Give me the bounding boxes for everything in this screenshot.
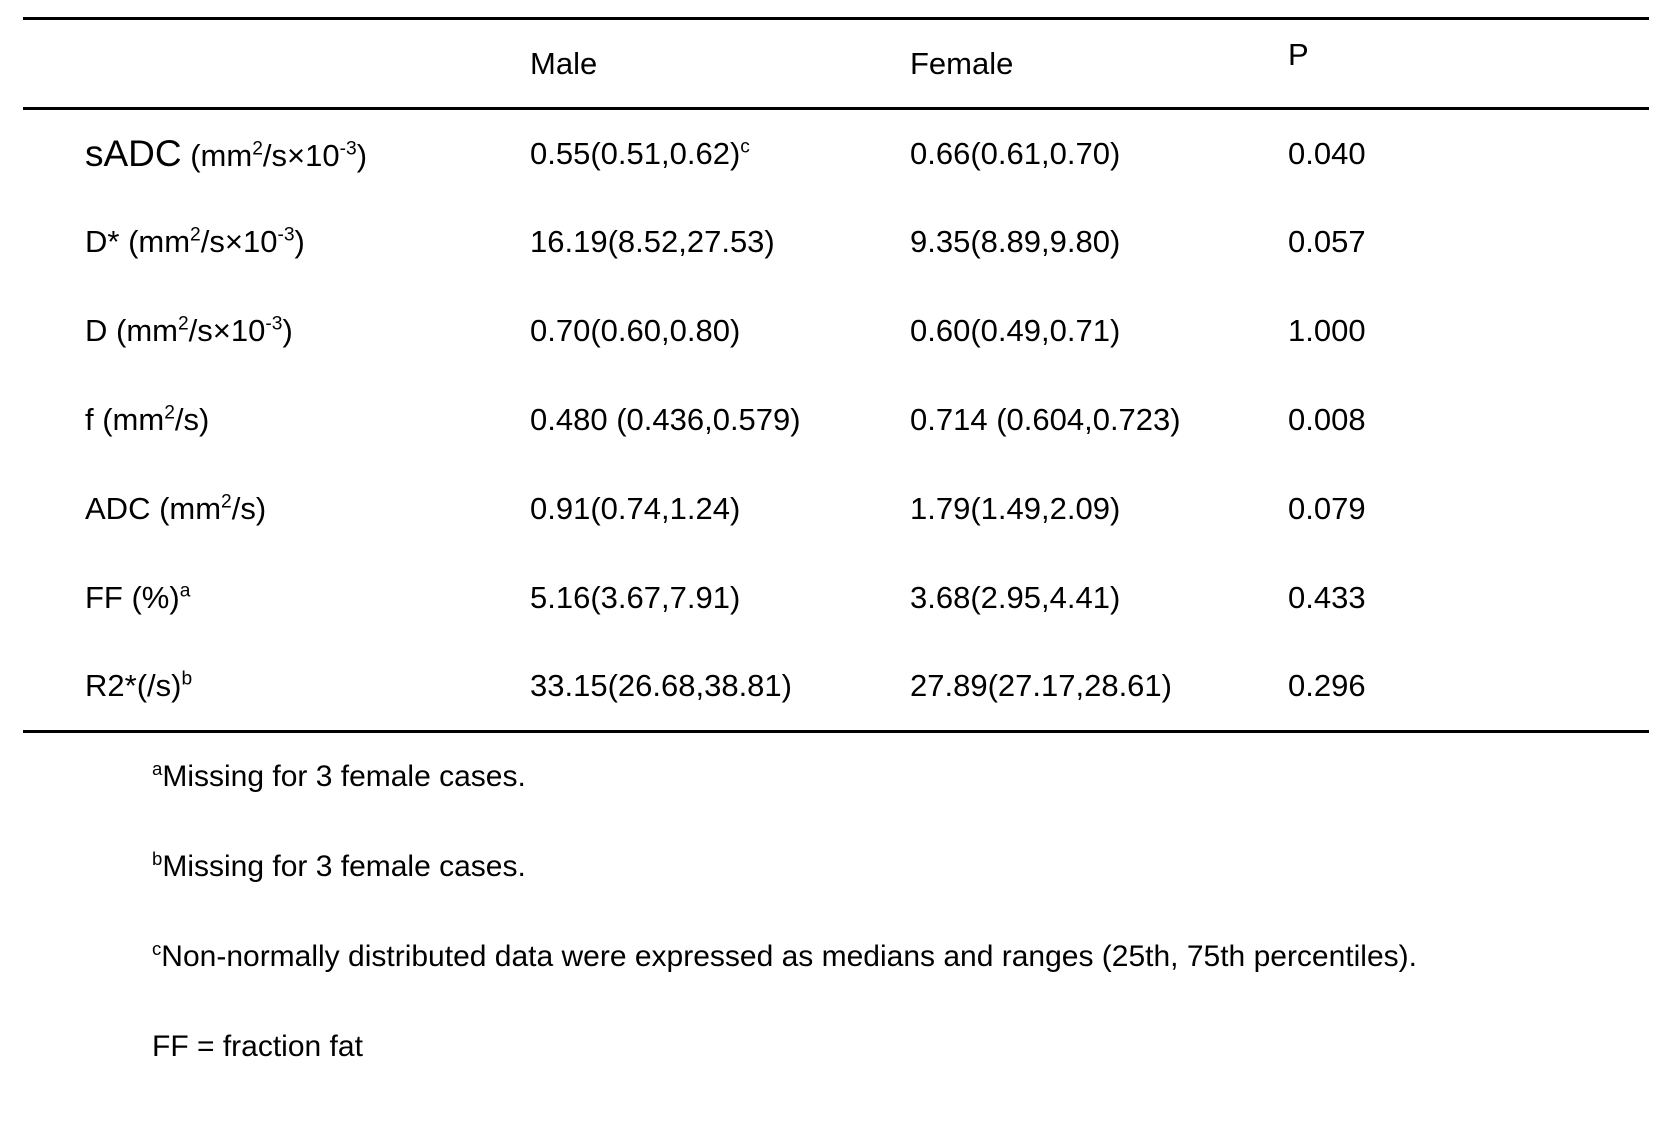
p-value-cell: 0.079 [1288,491,1366,526]
table-body: sADC (mm2/s×10-3) 0.55(0.51,0.62)c 0.66(0.… [23,109,1649,732]
p-value-cell: 1.000 [1288,313,1366,348]
param-unit: (mm2/s) [150,491,267,526]
footnote: bMissing for 3 female cases. [152,848,526,883]
param-name: R2* [85,668,137,704]
param-unit: (%)a [122,580,191,615]
female-value-cell: 3.68(2.95,4.41) [910,580,1121,615]
param-cell: FF (%)a [23,554,530,643]
female-value-cell: 27.89(27.17,28.61) [910,668,1172,704]
male-value-cell: 0.480 (0.436,0.579) [530,402,801,437]
p-value-cell: 0.008 [1288,402,1366,437]
header-p: P [1288,18,1649,110]
male-value-cell: 33.15(26.68,38.81) [530,668,792,704]
table-row: ADC (mm2/s) 0.91(0.74,1.24) 1.79(1.49,2.09… [23,465,1649,554]
param-cell: R2*(/s)b [23,643,530,732]
male-value-cell: 5.16(3.67,7.91) [530,580,741,615]
header-param [23,18,530,110]
table-row: f (mm2/s) 0.480 (0.436,0.579) 0.714 (0.604… [23,376,1649,465]
male-value-cell: 0.55(0.51,0.62)c [530,135,750,171]
param-unit: (mm2/s×10-3) [107,313,293,348]
param-cell: f (mm2/s) [23,376,530,465]
param-cell: D (mm2/s×10-3) [23,287,530,376]
footnote: aMissing for 3 female cases. [152,758,526,793]
header-female: Female [910,18,1288,110]
param-unit: (mm2/s) [93,402,210,437]
header-row: Male Female P [23,18,1649,110]
param-name: FF [85,580,123,615]
male-value-cell: 0.91(0.74,1.24) [530,491,741,526]
table-row: D (mm2/s×10-3) 0.70(0.60,0.80) 0.60(0.49,0… [23,287,1649,376]
header-p-label: P [1288,36,1309,72]
param-cell: D* (mm2/s×10-3) [23,198,530,287]
param-name: f [85,402,94,437]
param-cell: sADC (mm2/s×10-3) [23,109,530,198]
female-value-cell: 0.60(0.49,0.71) [910,313,1121,348]
param-cell: ADC (mm2/s) [23,465,530,554]
table-row: sADC (mm2/s×10-3) 0.55(0.51,0.62)c 0.66(0.… [23,109,1649,198]
female-value-cell: 0.714 (0.604,0.723) [910,402,1181,437]
table-row: R2*(/s)b 33.15(26.68,38.81) 27.89(27.17,28… [23,643,1649,732]
footnotes: aMissing for 3 female cases. bMissing for… [152,758,1632,1120]
param-unit: (/s)b [136,668,193,704]
results-table-wrap: Male Female P sADC (mm2/s×10-3) 0.55(0.51… [23,17,1649,733]
param-unit: (mm2/s×10-3) [181,137,368,173]
footnote: cNon-normally distributed data were expr… [152,938,1417,973]
param-unit: (mm2/s×10-3) [119,224,305,259]
header-male: Male [530,18,910,110]
results-table: Male Female P sADC (mm2/s×10-3) 0.55(0.51… [23,17,1649,733]
p-value-cell: 0.296 [1288,668,1366,704]
param-name: D [85,313,108,348]
table-row: D* (mm2/s×10-3) 16.19(8.52,27.53) 9.35(8.8… [23,198,1649,287]
female-value-cell: 0.66(0.61,0.70) [910,135,1121,171]
param-name: sADC [85,132,182,174]
footnote: FF = fraction fat [152,1030,363,1063]
param-name: D* [85,224,120,259]
male-value-cell: 16.19(8.52,27.53) [530,224,775,259]
p-value-cell: 0.433 [1288,580,1366,615]
female-value-cell: 9.35(8.89,9.80) [910,224,1121,259]
table-row: FF (%)a 5.16(3.67,7.91) 3.68(2.95,4.41) 0.4… [23,554,1649,643]
female-value-cell: 1.79(1.49,2.09) [910,491,1121,526]
male-value-cell: 0.70(0.60,0.80) [530,313,741,348]
param-name: ADC [85,491,151,526]
table-header: Male Female P [23,18,1649,110]
p-value-cell: 0.040 [1288,135,1366,171]
p-value-cell: 0.057 [1288,224,1366,259]
